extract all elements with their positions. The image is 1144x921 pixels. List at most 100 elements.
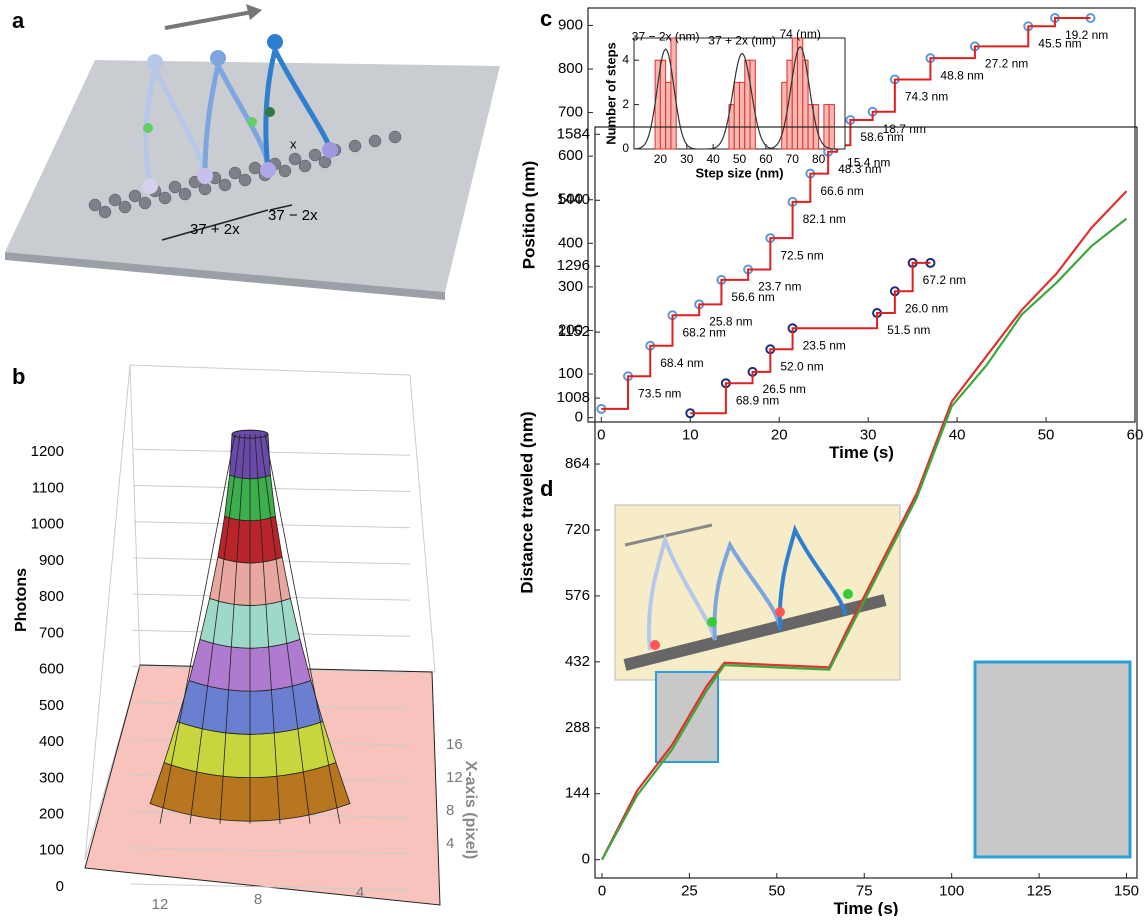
z-tick-label: 300 [39,769,64,786]
hist-bar [750,60,755,149]
y-tick-label: 100 [558,365,583,382]
y-tick-label: 400 [558,234,583,251]
step-label: 82.1 nm [803,212,846,226]
hist-bar [660,60,665,149]
y-tick-label: 576 [565,587,590,604]
y-tick-label: 1584 [557,125,590,142]
panel-label: a [12,8,25,33]
step-label: 23.7 nm [758,280,801,294]
z-tick-label: 1000 [31,516,64,533]
x-tick-label: 50 [1038,426,1055,443]
step-label: 72.5 nm [780,248,823,262]
diagram-label: 37 + 2x [190,221,240,238]
hist-bar [740,82,745,149]
y-tick-label: 8 [254,891,262,908]
y-tick-label: 900 [558,16,583,33]
x-tick-label: 75 [856,882,873,899]
zoom-box [656,672,718,762]
x-tick-label: 100 [939,882,964,899]
z-axis-label: Photons [13,568,30,632]
hist-bar [666,82,671,149]
step-label: 52.0 nm [780,359,823,373]
hist-bar [734,82,739,149]
step-label: 67.2 nm [923,273,966,287]
z-tick-label: 600 [39,661,64,678]
z-tick-label: 500 [39,697,64,714]
x-tick-label: 50 [768,882,785,899]
x-axis-label: X-axis (pixel) [462,761,479,860]
x-tick-label: 30 [860,426,877,443]
y-tick-label: 0 [575,409,583,426]
z-tick-label: 800 [39,588,64,605]
step-label: 66.6 nm [820,184,863,198]
x-tick-label: 60 [759,152,773,166]
x-tick-label: 50 [733,152,747,166]
z-tick-label: 1100 [32,479,64,496]
step-label: 68.4 nm [660,356,703,370]
x-tick-label: 25 [681,882,698,899]
y-tick-label: 700 [558,104,583,121]
y-tick-label: 432 [565,653,590,670]
step-label: 23.5 nm [803,338,846,352]
y-tick-label: 800 [558,60,583,77]
y-tick-label: 600 [558,147,583,164]
x-axis-label: Time (s) [829,443,894,462]
x-tick-label: 40 [706,152,720,166]
step-label: 18.7 nm [883,122,926,136]
step-label: 19.2 nm [1065,28,1108,42]
y-tick-label: 1152 [558,323,590,340]
x-tick-label: 60 [1127,426,1144,443]
diagram-label: 37 − 2x [268,207,318,224]
y-tick-label: 0 [622,141,629,155]
y-tick-label: 4 [622,52,629,66]
plate [5,60,500,292]
step-label: 48.8 nm [940,68,983,82]
z-tick-label: 0 [56,878,64,895]
z-tick-label: 900 [39,552,64,569]
arrow-head [246,4,262,20]
diagram-label: x [290,136,297,151]
x-tick-label: 8 [446,802,454,819]
y-tick-label: 2 [622,97,629,111]
arrow [165,12,252,28]
hist-bar [745,60,750,149]
step-label: 51.5 nm [887,323,930,337]
step-label: 74.3 nm [905,90,948,104]
step-label: 25.8 nm [709,315,752,329]
y-tick-label: 4 [356,884,364,901]
y-tick-label: 12 [152,896,169,913]
x-tick-label: 20 [654,152,668,166]
fit-label: 37 + 2x (nm) [708,34,776,48]
y-tick-label: 1440 [557,191,590,208]
panel-label: b [12,364,25,389]
x-tick-label: 40 [949,426,966,443]
x-tick-label: 0 [598,882,606,899]
x-tick-label: 12 [446,769,463,786]
z-tick-label: 400 [39,733,64,750]
x-tick-label: 0 [597,426,605,443]
x-tick-label: 20 [771,426,788,443]
x-tick-label: 125 [1027,882,1052,899]
y-tick-label: 288 [565,719,590,736]
y-tick-label: 1296 [557,257,590,274]
step-label: 26.0 nm [905,301,948,315]
panel-label: d [540,476,553,501]
y-axis-label: Distance traveled (nm) [517,411,536,593]
y-tick-label: 144 [565,785,590,802]
y-tick-label: 300 [558,278,583,295]
zoom-inset [975,662,1130,857]
x-tick-label: 10 [682,426,699,443]
step-label: 73.5 nm [638,386,681,400]
x-tick-label: 150 [1114,882,1139,899]
y-tick-label: 720 [565,521,590,538]
z-tick-label: 1200 [31,443,64,460]
fit-label: 74 (nm) [779,27,820,41]
z-tick-label: 700 [39,624,64,641]
x-tick-label: 16 [446,736,463,753]
step-label: 27.2 nm [985,57,1028,71]
x-tick-label: 4 [446,835,454,852]
hist-bar [671,38,676,149]
y-tick-label: 1008 [557,389,590,406]
x-tick-label: 70 [786,152,800,166]
